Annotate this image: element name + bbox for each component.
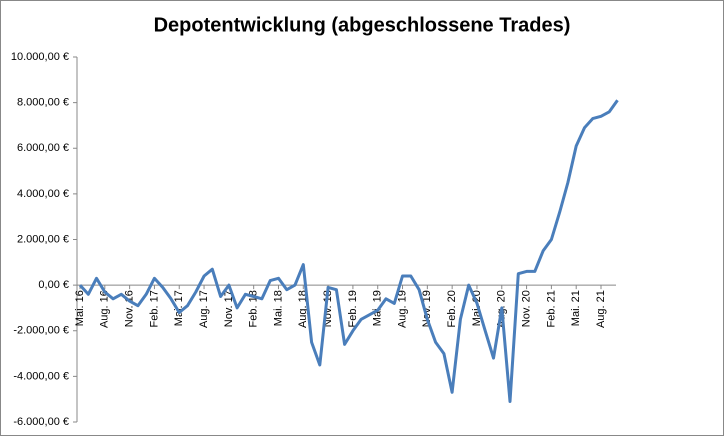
- x-tick-label: Mai. 18: [272, 290, 284, 326]
- x-tick-label: Feb. 20: [446, 290, 458, 327]
- y-tick-label: -2.000,00 €: [13, 325, 69, 337]
- x-tick-label: Mai. 16: [74, 290, 86, 326]
- x-tick-label: Aug. 17: [198, 290, 210, 328]
- x-tick-label: Feb. 17: [148, 290, 160, 327]
- y-tick-label: 4.000,00 €: [17, 188, 69, 200]
- y-tick-label: 10.000,00 €: [11, 51, 69, 63]
- chart-title: Depotentwicklung (abgeschlossene Trades): [154, 14, 571, 36]
- x-tick-label: Nov. 19: [421, 290, 433, 327]
- y-tick-label: -4.000,00 €: [13, 370, 69, 382]
- x-tick-label: Aug. 16: [99, 290, 111, 328]
- y-tick-label: -6.000,00 €: [13, 416, 69, 428]
- x-tick-label: Mai. 17: [173, 290, 185, 326]
- data-line: [78, 99, 619, 403]
- x-tick-label: Aug. 21: [595, 290, 607, 328]
- x-tick-label: Mai. 21: [570, 290, 582, 326]
- y-tick-label: 6.000,00 €: [17, 142, 69, 154]
- y-tick-label: 8.000,00 €: [17, 97, 69, 109]
- y-tick-label: 0,00 €: [38, 279, 69, 291]
- x-tick-label: Feb. 21: [545, 290, 557, 327]
- x-tick-label: Feb. 18: [248, 290, 260, 327]
- x-tick-label: Feb. 19: [347, 290, 359, 327]
- x-tick-label: Nov. 20: [520, 290, 532, 327]
- x-tick-label: Aug. 19: [396, 290, 408, 328]
- x-tick-label: Nov. 17: [223, 290, 235, 327]
- y-tick-label: 2.000,00 €: [17, 233, 69, 245]
